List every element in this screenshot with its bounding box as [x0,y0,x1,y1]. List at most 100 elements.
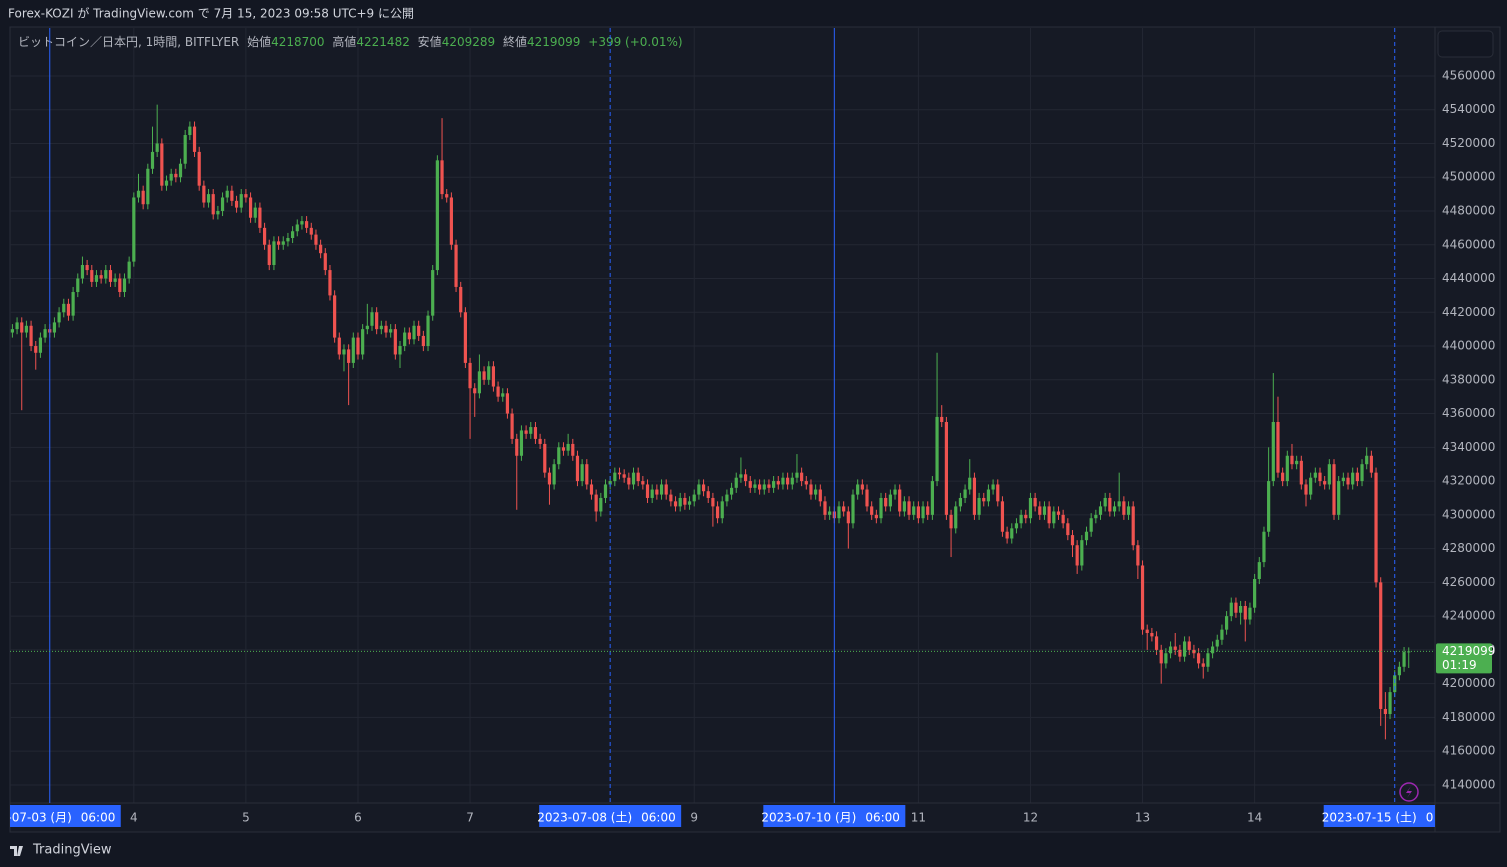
candle-body [603,484,608,498]
candles [10,104,1411,740]
candle-body [1108,497,1112,512]
y-tick-label: 4160000 [1442,744,1495,758]
candle-body [538,438,542,444]
candle-body [1346,477,1350,485]
candle-body [127,261,131,279]
x-tick-label: 12 [1023,811,1038,825]
candle-body [337,337,341,355]
candle-body [1323,481,1327,485]
candle-body [52,322,57,333]
alert-bolt [1406,786,1412,798]
candle-body [384,325,388,333]
candle-body [85,265,89,271]
candle-body [1098,506,1103,515]
candle-body [487,366,491,380]
candle-body [1215,639,1219,647]
time-highlight-date: 2023-07-08 (土) [537,811,632,825]
candle-body [986,489,991,502]
candle-body [505,393,510,414]
candle-body [351,337,355,363]
y-tick-label: 4320000 [1442,474,1495,488]
publish-header: Forex-KOZI が TradingView.com で 7月 15, 20… [8,6,414,21]
candle-body [828,511,832,515]
candle-body [1173,646,1177,650]
x-tick-label: 9 [690,811,698,825]
candle-body [809,484,813,495]
candle-body [846,511,850,524]
y-tick-label: 4340000 [1442,440,1495,454]
candle-body [641,481,645,485]
candle-body [1281,472,1285,482]
candle-body [1126,506,1131,515]
candle-body [617,472,622,475]
candle-body [188,126,192,136]
candle-body [169,173,173,181]
candle-body [786,477,790,485]
candle-body [1014,523,1019,529]
candle-body [589,484,594,495]
y-tick-label: 4560000 [1442,68,1495,82]
candle-body [160,143,164,186]
candle-body [823,501,827,515]
candle-body [300,221,304,225]
candle-body [907,501,911,515]
candle-body [286,237,290,242]
close-label: 終値 [503,34,527,49]
candle-body [435,160,439,271]
time-highlight-date: 2023-07-10 (月) [761,811,856,825]
candle-body [1178,649,1182,657]
candle-body [1248,607,1252,620]
candle-body [650,489,654,498]
y-tick-label: 4440000 [1442,271,1495,285]
candle-body [1094,514,1098,519]
candle-body [449,197,453,245]
candle-body [944,421,948,515]
candle-body [1117,501,1121,507]
candle-body [412,325,416,340]
candle-body [206,194,211,203]
candle-body [860,484,864,490]
candle-body [725,494,729,502]
candle-body [454,244,458,287]
candle-body [692,494,696,502]
time-highlight-box [539,805,682,827]
candle-body [225,190,229,198]
candle-body [1210,646,1215,654]
low-value: 4209289 [442,35,495,49]
alert-icon[interactable] [1399,782,1419,802]
time-highlight-time: 06:00 [81,811,116,825]
candle-body [566,443,570,451]
toolbar-button[interactable] [1437,30,1494,58]
candle-body [150,151,155,169]
candle-body [524,430,528,434]
candle-body [1005,531,1009,539]
candle-body [57,312,61,323]
y-tick-label: 4460000 [1442,237,1495,251]
candle-body [762,484,766,490]
x-tick-label: 13 [1135,811,1150,825]
candle-body [977,497,981,515]
candle-body [291,231,295,238]
candle-body [921,506,925,519]
candle-body [935,416,939,482]
candle-body [1337,481,1341,515]
candle-body [314,234,318,245]
candle-body [1150,633,1154,637]
candle-body [1360,464,1364,482]
time-highlight-date: 3-07-03 (月) [0,811,72,825]
y-tick-label: 4280000 [1442,541,1495,555]
candle-body [659,484,664,495]
candle-body [1309,477,1313,495]
candle-body [912,506,916,515]
candle-body [1253,578,1257,608]
candle-body [1393,675,1397,693]
candle-body [706,491,710,498]
candle-body [1206,653,1210,667]
grid [10,28,1435,803]
candle-body [561,447,566,451]
candle-body [729,487,734,495]
candle-body [818,489,822,502]
candle-body [664,484,668,495]
x-tick-label: 6 [354,811,362,825]
candle-body [1220,629,1224,640]
